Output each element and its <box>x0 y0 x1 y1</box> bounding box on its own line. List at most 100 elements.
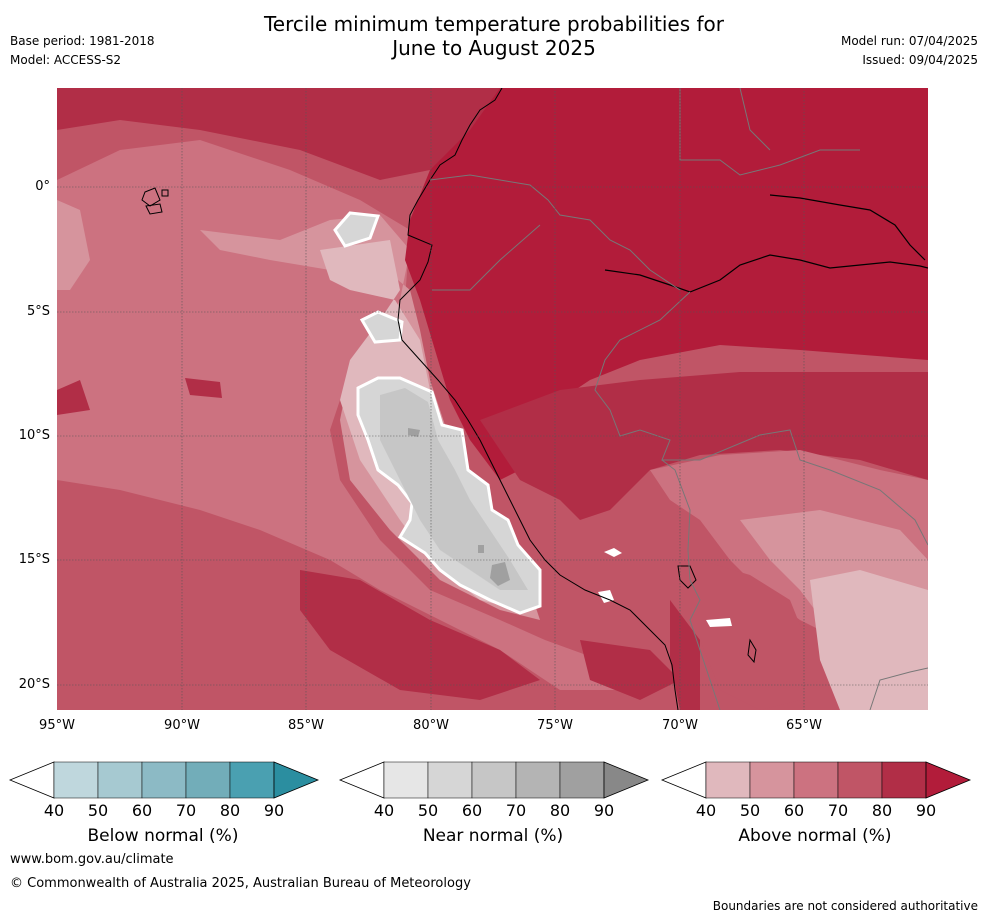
colorbar-above-low-extension <box>660 761 707 799</box>
above-80-90-north <box>57 88 500 180</box>
above-80-90-southwest <box>300 570 540 700</box>
colorbar-above-segment <box>881 761 927 799</box>
colorbar-above-tick-label: 80 <box>872 801 892 820</box>
colorbar-near-high-extension <box>603 761 650 799</box>
colorbar-below-tick-label: 60 <box>132 801 152 820</box>
colorbar-near-segment <box>471 761 517 799</box>
near-normal-spot-3 <box>478 545 484 553</box>
lon-label-80w: 80°W <box>413 718 449 733</box>
colorbars: 40 50 60 70 80 90 40 50 60 70 80 90 40 50 60 70 80 90 <box>8 761 972 820</box>
title-line-1: Tercile minimum temperature probabilitie… <box>263 12 725 36</box>
colorbar-near-segment <box>559 761 605 799</box>
colorbar-near-segment <box>515 761 561 799</box>
border-northern <box>739 88 771 151</box>
coastline-layer <box>141 88 928 710</box>
issued-date: Issued: 09/04/2025 <box>862 53 978 67</box>
colorbar-near-tick-label: 70 <box>506 801 526 820</box>
colorbar-above-tick-label: 70 <box>828 801 848 820</box>
colorbar-below-tick-label: 40 <box>44 801 64 820</box>
near-normal-patch-1 <box>333 211 381 248</box>
white-spot-1 <box>604 548 622 557</box>
colorbar-below-low-extension <box>8 761 55 799</box>
lon-label-75w: 75°W <box>537 718 573 733</box>
boundaries-disclaimer: Boundaries are not considered authoritat… <box>712 899 978 913</box>
border-paraguay <box>869 667 928 710</box>
lon-label-95w: 95°W <box>39 718 75 733</box>
colorbar-title-below: Below normal (%) <box>87 826 239 846</box>
above-70-80-altiplano <box>700 560 810 710</box>
colorbar-near-low-extension <box>338 761 385 799</box>
model-run: Model run: 07/04/2025 <box>840 34 978 48</box>
border-peru-bolivia <box>661 459 721 710</box>
colorbar-below-tick-label: 50 <box>88 801 108 820</box>
colorbar-below-segment <box>97 761 143 799</box>
border-peru-brazil-bolivia <box>594 291 928 546</box>
lat-label-10s: 10°S <box>18 428 50 443</box>
galapagos-island-1 <box>141 187 161 207</box>
above-80-90-edge <box>57 380 90 415</box>
colorbar-above-tick-label: 60 <box>784 801 804 820</box>
model-name: Model: ACCESS-S2 <box>10 53 122 67</box>
colorbar-below-segment <box>185 761 231 799</box>
near-normal-spot-1 <box>408 428 420 437</box>
amazon-river <box>604 254 928 293</box>
white-spot-3 <box>706 618 732 627</box>
border-colombia-brazil <box>679 88 860 176</box>
colorbar-near-segment <box>383 761 429 799</box>
meta-left: Base period: 1981-2018 Model: ACCESS-S2 <box>10 32 155 70</box>
title-line-2: June to August 2025 <box>392 36 596 60</box>
colorbar-below-tick-label: 80 <box>220 801 240 820</box>
lake-poopo <box>747 638 757 664</box>
borders-layer <box>429 88 928 710</box>
near-normal-patch-2 <box>359 310 404 344</box>
colorbar-below-segment <box>53 761 99 799</box>
colorbar-below-segment <box>229 761 275 799</box>
border-colombia-ecuador-peru <box>429 174 681 291</box>
copyright-notice: © Commonwealth of Australia 2025, Austra… <box>10 876 471 891</box>
colorbar-near-tick-label: 90 <box>594 801 614 820</box>
near-normal-spot-2 <box>490 562 510 586</box>
colorbar-below-high-extension <box>273 761 320 799</box>
colorbar-near-tick-label: 80 <box>550 801 570 820</box>
colorbar-above-high-extension <box>925 761 972 799</box>
colorbar-above-tick-label: 50 <box>740 801 760 820</box>
graticule <box>57 88 928 710</box>
colorbar-above-tick-label: 90 <box>916 801 936 820</box>
above-80-90-land-central <box>480 372 928 520</box>
colorbar-below-tick-label: 90 <box>264 801 284 820</box>
colorbar-below-segment <box>141 761 187 799</box>
lon-label-70w: 70°W <box>662 718 698 733</box>
lat-label-20s: 20°S <box>18 677 50 692</box>
meta-right: Model run: 07/04/2025 Issued: 09/04/2025 <box>841 32 978 70</box>
colorbar-near-tick-label: 40 <box>374 801 394 820</box>
colorbar-above-segment <box>837 761 883 799</box>
colorbar-near-segment <box>427 761 473 799</box>
lat-label-15s: 15°S <box>18 552 50 567</box>
website-link: www.bom.gov.au/climate <box>10 852 174 867</box>
galapagos-island-3 <box>161 189 169 197</box>
colorbar-near-tick-label: 60 <box>462 801 482 820</box>
lat-label-0: 0° <box>35 179 50 194</box>
lat-label-5s: 5°S <box>26 304 50 319</box>
coastline-west <box>397 88 679 710</box>
map-title: Tercile minimum temperature probabilitie… <box>0 12 988 60</box>
colorbar-title-above: Above normal (%) <box>738 826 892 846</box>
colorbar-title-near: Near normal (%) <box>422 826 564 846</box>
lon-label-65w: 65°W <box>786 718 822 733</box>
colorbar-above-segment <box>705 761 751 799</box>
border-ecuador-peru <box>432 224 541 291</box>
lon-label-90w: 90°W <box>164 718 200 733</box>
near-normal-60-70-core <box>380 388 528 590</box>
colorbar-above-segment <box>793 761 839 799</box>
rio-negro <box>769 194 926 261</box>
colorbar-below-tick-label: 70 <box>176 801 196 820</box>
probability-field <box>57 88 928 710</box>
above-80-90-andes <box>670 600 700 710</box>
above-60-70-ocean <box>57 140 620 690</box>
colorbar-above-segment <box>749 761 795 799</box>
colorbar-above-tick-label: 40 <box>696 801 716 820</box>
colorbar-near-tick-label: 50 <box>418 801 438 820</box>
above-80-90-spot <box>185 378 222 398</box>
base-period: Base period: 1981-2018 <box>10 34 155 48</box>
